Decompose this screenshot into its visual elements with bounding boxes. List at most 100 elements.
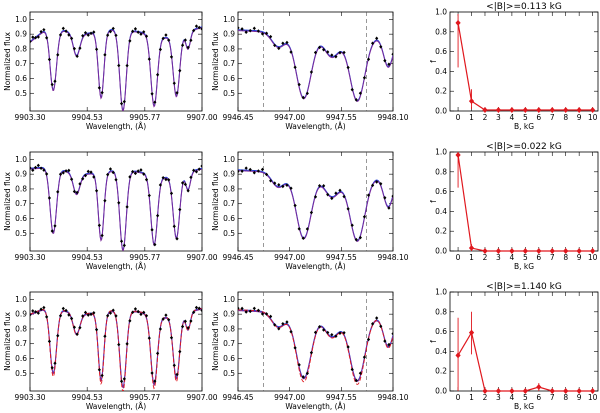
observed-point (313, 50, 318, 55)
y-tick-label: 0.7 (223, 199, 235, 208)
observed-point (67, 313, 71, 317)
observed-point (322, 328, 326, 332)
observed-point (244, 310, 248, 314)
data-point (549, 248, 555, 254)
data-point (536, 384, 542, 391)
observed-point (240, 169, 244, 173)
observed-point (197, 25, 201, 30)
observed-point (366, 57, 371, 62)
observed-point (164, 177, 168, 182)
observed-point (75, 332, 79, 337)
x-tick-label: 1 (469, 253, 474, 262)
observed-point (153, 100, 157, 105)
observed-point (322, 47, 326, 52)
observed-point (297, 363, 301, 367)
observed-point (350, 223, 354, 228)
observed-point (103, 334, 107, 339)
data-point (536, 248, 542, 254)
observed-point (346, 65, 350, 70)
observed-point (75, 190, 79, 195)
observed-point (334, 54, 338, 59)
x-tick-label: 2 (483, 113, 488, 122)
y-tick-label: 0.8 (15, 324, 27, 333)
y-tick-label: 0.0 (435, 107, 447, 116)
observed-point (128, 39, 132, 43)
observed-point (45, 172, 49, 176)
observed-point (36, 311, 40, 315)
y-tick-label: 0.8 (435, 167, 447, 176)
x-tick-label: 6 (536, 253, 541, 262)
observed-point (56, 190, 60, 194)
y-tick-label: 1.0 (435, 288, 447, 297)
x-tick-label: 4 (510, 113, 515, 122)
observed-point (248, 28, 252, 33)
x-tick-label: 0 (456, 393, 461, 402)
data-point (590, 388, 596, 394)
observed-point (260, 312, 265, 316)
observed-point (100, 373, 104, 378)
observed-point (131, 29, 135, 34)
observed-point (128, 319, 132, 323)
y-axis-label: Normalized flux (3, 172, 12, 231)
x-tick-label: 9905.77 (129, 393, 160, 402)
observed-point (260, 32, 265, 36)
panel-title: <|B|>=0.022 kG (486, 142, 562, 152)
x-tick-label: 7 (550, 393, 555, 402)
observed-point (89, 312, 93, 317)
observed-point (89, 170, 93, 174)
observed-point (175, 372, 179, 377)
observed-point (281, 321, 285, 326)
observed-point (383, 58, 387, 63)
observed-point (252, 26, 256, 31)
observed-point (322, 184, 326, 188)
observed-point (183, 182, 187, 187)
observed-point (309, 210, 314, 215)
y-tick-label: 0.9 (223, 310, 235, 319)
observed-point (106, 172, 110, 177)
observed-point (30, 312, 32, 317)
observed-point (358, 235, 362, 240)
observed-point (64, 169, 68, 173)
observed-point (346, 207, 350, 211)
observed-point (281, 41, 285, 46)
observed-point (94, 47, 99, 52)
observed-point (346, 345, 350, 349)
distribution-panel-row3-right: 0 1 2 3 4 5 6 7 8 9 10 0.0 0.2 0.4 0.6 0.8 1.0 B, kG f <|B|… (429, 282, 599, 411)
observed-point (92, 175, 96, 179)
y-axis-label: Normalized flux (3, 32, 12, 91)
data-point (576, 107, 582, 114)
observed-point (330, 53, 334, 57)
observed-point (169, 335, 174, 340)
x-tick-label: 9 (577, 253, 582, 262)
observed-point (78, 325, 82, 330)
observed-point (153, 379, 157, 383)
observed-point (192, 28, 196, 33)
observed-point (342, 330, 346, 335)
observed-point (70, 316, 74, 321)
x-tick-label: 10 (588, 393, 598, 402)
observed-point (383, 339, 387, 343)
observed-point (125, 63, 129, 68)
data-point (576, 248, 582, 254)
x-tick-label: 4 (510, 393, 515, 402)
y-axis-label: Normalized flux (211, 32, 220, 91)
observed-point (387, 206, 391, 210)
y-tick-label: 1.0 (435, 148, 447, 157)
y-tick-label: 0.4 (435, 347, 447, 356)
y-tick-label: 0.8 (223, 324, 235, 333)
x-tick-label: 8 (563, 393, 568, 402)
observed-point (285, 183, 289, 188)
y-tick-label: 0.6 (223, 74, 235, 83)
observed-point (45, 36, 49, 40)
observed-point (39, 307, 43, 312)
y-tick-label: 0.7 (223, 339, 235, 348)
observed-point (97, 367, 101, 372)
x-tick-label: 9 (577, 393, 582, 402)
observed-point (72, 189, 76, 194)
observed-point (260, 167, 265, 172)
data-point (563, 248, 569, 254)
observed-point (366, 337, 371, 342)
observed-point (33, 165, 38, 170)
x-tick-label: 9948.10 (377, 113, 408, 122)
observed-point (358, 371, 362, 376)
